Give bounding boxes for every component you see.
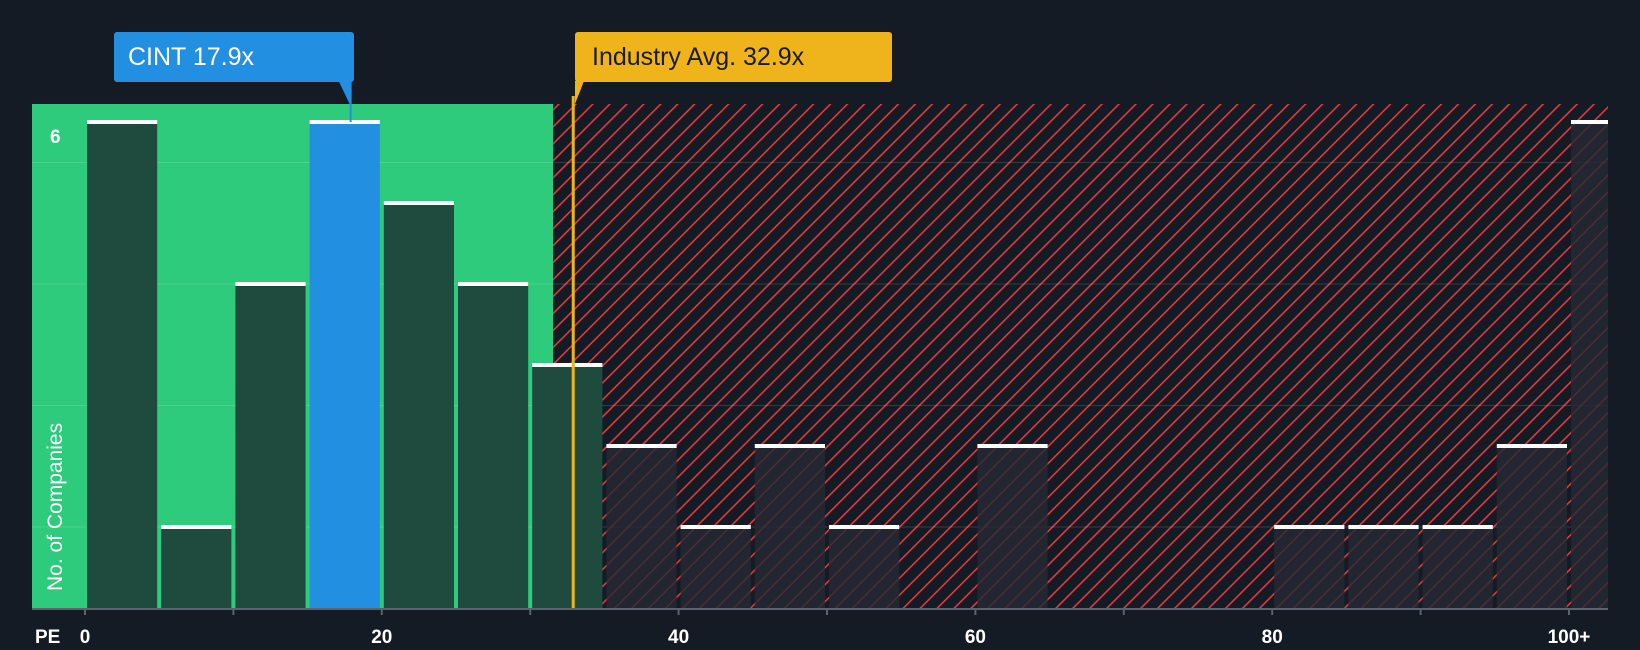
x-tick-label-100+: 100+ — [1548, 627, 1591, 648]
expensive-zone — [553, 104, 1608, 608]
bar-cap-20 — [1571, 120, 1608, 124]
industry-average-callout: Industry Avg. 32.9x — [575, 32, 892, 82]
industry-pointer-tail — [575, 81, 584, 104]
bar-cap-16 — [1274, 525, 1345, 529]
bar-8 — [680, 527, 751, 608]
bar-cap-3 — [309, 120, 380, 124]
bar-10 — [829, 527, 900, 608]
bar-cap-17 — [1348, 525, 1419, 529]
industry-average-line — [571, 81, 584, 608]
y-tick-label-6: 6 — [50, 127, 61, 148]
bar-cap-2 — [235, 282, 306, 286]
bar-cap-9 — [754, 444, 825, 448]
x-tick-label-80: 80 — [1262, 627, 1283, 648]
company-pointer — [338, 81, 352, 122]
bar-cap-4 — [383, 201, 454, 205]
bar-1 — [161, 527, 232, 608]
bar-20 — [1571, 122, 1608, 608]
bar-16 — [1274, 527, 1345, 608]
company-pe-callout: CINT 17.9x — [114, 32, 354, 82]
bar-cap-12 — [977, 444, 1048, 448]
bar-cap-8 — [680, 525, 751, 529]
bar-17 — [1348, 527, 1419, 608]
bar-19 — [1496, 446, 1567, 608]
bar-cap-0 — [87, 120, 158, 124]
bar-2 — [235, 284, 306, 608]
bar-cap-7 — [606, 444, 677, 448]
bar-18 — [1422, 527, 1493, 608]
bar-4 — [383, 203, 454, 608]
bar-cap-6 — [532, 363, 603, 367]
bar-0 — [87, 122, 158, 608]
x-tick-label-60: 60 — [965, 627, 986, 648]
bar-cap-19 — [1496, 444, 1567, 448]
bar-cap-5 — [458, 282, 529, 286]
bar-9 — [754, 446, 825, 608]
y-axis-title: No. of Companies — [44, 423, 67, 591]
industry-average-label: Industry Avg. 32.9x — [592, 43, 805, 71]
x-axis — [32, 608, 1608, 615]
x-tick-label-20: 20 — [371, 627, 392, 648]
x-ticks: 0 20 40 60 80 100+ — [80, 627, 1591, 648]
company-pe-label: CINT 17.9x — [128, 43, 254, 71]
bar-cap-18 — [1422, 525, 1493, 529]
x-axis-title: PE — [35, 627, 60, 648]
x-tick-label-0: 0 — [80, 627, 91, 648]
bar-5 — [458, 284, 529, 608]
bar-7 — [606, 446, 677, 608]
bars — [87, 120, 1608, 608]
x-tick-label-40: 40 — [668, 627, 689, 648]
bar-cap-10 — [829, 525, 900, 529]
bar-3 — [309, 122, 380, 608]
company-pointer-tail — [338, 81, 351, 106]
bar-12 — [977, 446, 1048, 608]
bar-6 — [532, 365, 603, 608]
bar-cap-1 — [161, 525, 232, 529]
